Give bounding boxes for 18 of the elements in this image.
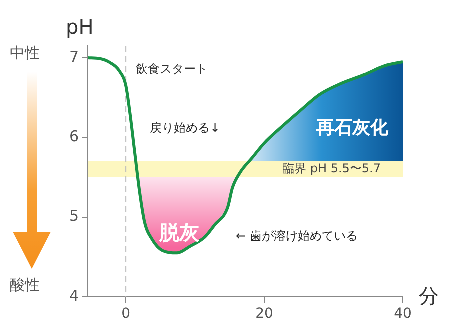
y-tick-label: 6 — [69, 128, 79, 146]
annotation: 脱灰 — [158, 220, 200, 244]
y-tick-label: 4 — [69, 286, 79, 305]
x-tick-label: 0 — [122, 306, 131, 322]
text: 中性 — [10, 44, 40, 63]
x-tick-label: 20 — [256, 306, 274, 322]
line-series — [88, 56, 403, 255]
x-axis-title: 分 — [419, 284, 439, 308]
x-tick-label: 40 — [394, 306, 412, 322]
y-axis-title: pH — [66, 15, 94, 39]
annotation: ← 歯が溶け始めている — [236, 228, 358, 243]
text: 酸性 — [10, 276, 40, 295]
y-tick-label: 7 — [69, 48, 79, 66]
annotation: 再石灰化 — [316, 118, 390, 138]
ref-line-label: 飲食スタート — [136, 62, 208, 76]
y-tick-label: 5 — [69, 207, 79, 226]
band-label: 臨界 pH 5.5〜5.7 — [282, 162, 381, 176]
annotation: 戻り始める↓ — [150, 120, 220, 135]
